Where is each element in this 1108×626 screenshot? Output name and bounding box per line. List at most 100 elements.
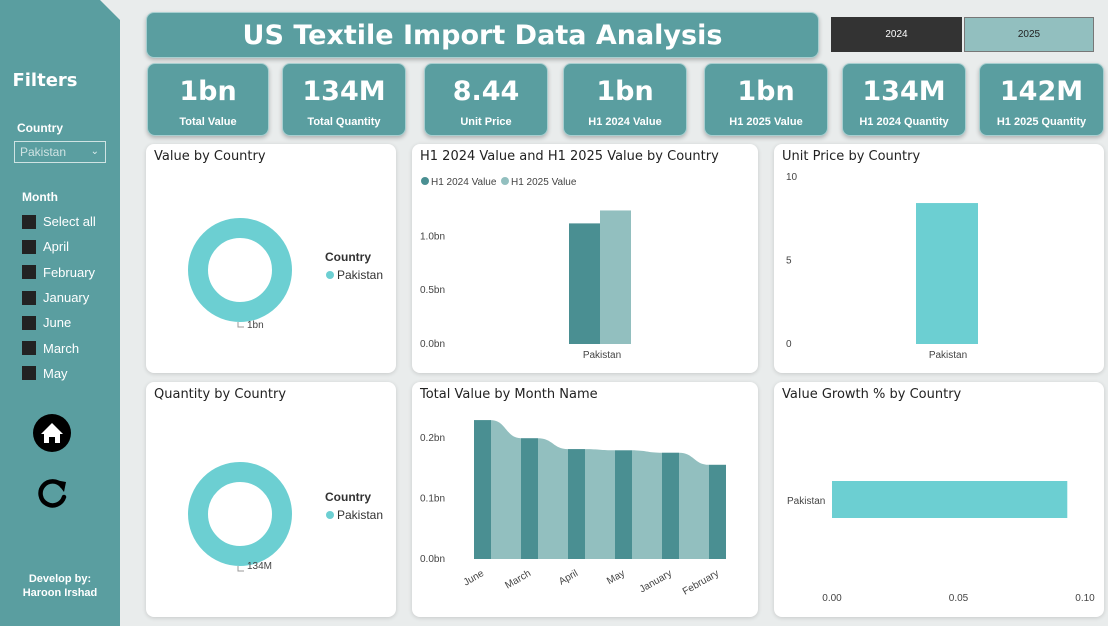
country-dropdown-value: Pakistan [20,145,67,159]
kpi-label: H1 2025 Value [729,116,803,128]
legend-marker [326,271,334,279]
legend-title: Country [325,250,371,264]
month-option-label: April [43,239,70,255]
year-button-2024[interactable]: 2024 [831,17,962,52]
y-tick-label: 0.2bn [420,433,445,444]
quantity-by-country-panel: Quantity by Country 134M Country Pakistan [146,382,396,617]
checkbox[interactable] [22,366,36,381]
developer-credit: Develop by: Haroon Irshad [0,572,120,600]
year-button-2025[interactable]: 2025 [964,17,1094,52]
value-growth-chart: 0.00 0.05 0.10 Pakistan [787,481,1095,604]
checkbox[interactable] [22,214,36,229]
bar [615,450,632,559]
x-tick-label: April [557,568,580,588]
x-tick-label: May [605,568,627,587]
x-tick-label: 0.05 [949,593,969,604]
month-option-label: May [43,365,68,381]
home-icon[interactable] [32,413,72,453]
kpi-value: 134M [302,76,386,107]
legend-label: Pakistan [337,268,383,282]
leader-line [237,566,244,572]
kpi-label: H1 2025 Quantity [996,116,1087,128]
developer-line-1: Develop by: [28,573,92,585]
kpi-value: 1bn [737,76,795,107]
month-option[interactable]: June [22,310,96,335]
h1-value-by-country-chart: H1 2024 Value H1 2025 Value 0.0bn 0.5bn 1.0b… [420,177,631,361]
month-filter-list: Select all April February January June March M… [22,209,96,386]
kpi-label: H1 2024 Value [588,116,662,128]
chevron-down-icon: ⌄ [90,146,99,157]
kpi-h1-2025-quantity: 142M H1 2025 Quantity [979,63,1104,136]
page-title: US Textile Import Data Analysis [146,12,819,58]
country-dropdown[interactable]: Pakistan ⌄ [14,141,106,163]
refresh-icon[interactable] [33,476,73,516]
donut-slice [188,218,292,322]
checkbox[interactable] [22,239,36,254]
ribbon [585,449,615,559]
month-option-label: June [43,315,72,331]
unit-price-by-country-panel: Unit Price by Country 0 5 10 Pakistan [774,144,1104,373]
filter-sidebar: Filters Country Pakistan ⌄ Month Select … [0,0,120,626]
x-tick-label: March [503,568,533,591]
bar [916,203,978,344]
legend-label: Pakistan [337,508,383,522]
bar [568,449,585,559]
kpi-unit-price: 8.44 Unit Price [424,63,548,136]
month-option[interactable]: February [22,260,96,285]
kpi-value: 134M [862,76,946,107]
y-tick-label: 10 [786,172,798,183]
h1-value-by-country-panel: H1 2024 Value and H1 2025 Value by Count… [412,144,758,373]
bar [521,438,538,559]
x-tick-label: Pakistan [929,350,967,361]
value-growth-panel: Value Growth % by Country 0.00 0.05 0.10 Pa… [774,382,1104,617]
quantity-by-country-chart: 134M Country Pakistan [188,462,383,572]
x-tick-label: January [638,568,674,595]
legend-marker [501,177,509,185]
month-option-label: February [43,264,96,280]
leader-line [237,322,244,328]
ribbon [632,450,662,559]
bar [474,420,491,559]
data-label: 134M [247,561,272,572]
filters-title: Filters [12,70,78,91]
legend-marker [326,511,334,519]
checkbox[interactable] [22,341,36,356]
y-tick-label: 0.0bn [420,339,445,350]
total-value-by-month-chart: 0.0bn 0.1bn 0.2bn June March April May January F… [420,420,726,598]
legend-label: H1 2025 Value [511,177,577,188]
month-option-label: January [43,290,90,306]
y-tick-label: Pakistan [787,496,825,507]
month-option[interactable]: January [22,285,96,310]
month-option[interactable]: April [22,234,96,259]
kpi-total-value: 1bn Total Value [147,63,269,136]
developer-line-2: Haroon Irshad [22,587,98,599]
checkbox[interactable] [22,265,36,280]
bar [832,481,1068,518]
y-tick-label: 0.5bn [420,285,445,296]
kpi-value: 142M [999,76,1084,107]
month-option[interactable]: Select all [22,209,96,234]
month-option[interactable]: March [22,335,96,360]
bar [709,464,726,559]
country-filter-label: Country [17,121,63,135]
sidebar-notch [100,0,120,20]
kpi-total-quantity: 134M Total Quantity [282,63,406,136]
ribbon [679,452,709,559]
checkbox[interactable] [22,315,36,330]
total-value-by-month-panel: Total Value by Month Name 0.0bn 0.1bn 0.2b… [412,382,758,617]
checkbox[interactable] [22,290,36,305]
donut-slice [188,462,292,566]
ribbon [491,420,521,559]
kpi-label: Total Quantity [307,116,381,128]
kpi-h1-2024-value: 1bn H1 2024 Value [563,63,687,136]
kpi-value: 8.44 [452,76,520,107]
panel-title: Unit Price by Country [782,149,921,164]
x-tick-label: February [681,568,721,598]
x-tick-label: Pakistan [583,350,621,361]
bar [600,210,631,344]
month-option-label: March [43,340,80,356]
month-option[interactable]: May [22,361,96,386]
kpi-value: 1bn [596,76,654,107]
panel-title: H1 2024 Value and H1 2025 Value by Count… [420,149,719,164]
unit-price-by-country-chart: 0 5 10 Pakistan [786,172,978,361]
